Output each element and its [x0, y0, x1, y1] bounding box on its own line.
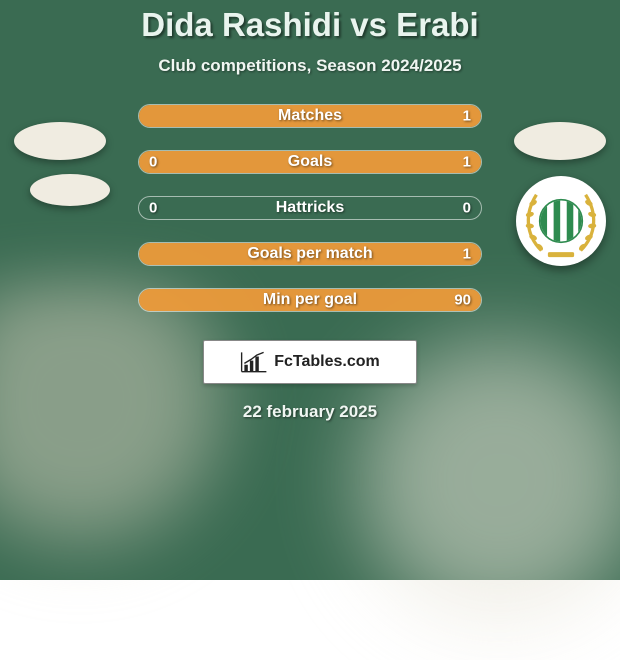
stat-label: Goals per match	[247, 245, 372, 263]
stat-row-min-per-goal: Min per goal 90	[138, 288, 482, 312]
stat-row-goals-per-match: Goals per match 1	[138, 242, 482, 266]
footer-date: 22 february 2025	[243, 402, 377, 422]
stat-label: Matches	[278, 107, 342, 125]
content-root: Dida Rashidi vs Erabi Club competitions,…	[0, 0, 620, 580]
stat-label: Min per goal	[263, 291, 357, 309]
stat-right-value: 1	[463, 108, 471, 125]
stat-label: Hattricks	[276, 199, 344, 217]
page-title: Dida Rashidi vs Erabi	[141, 6, 478, 44]
stat-right-value: 0	[463, 200, 471, 217]
stat-label: Goals	[288, 153, 332, 171]
brand-text: FcTables.com	[274, 353, 380, 371]
stat-left-value: 0	[149, 154, 157, 171]
stat-right-value: 1	[463, 246, 471, 263]
stat-right-value: 90	[454, 292, 471, 309]
subtitle: Club competitions, Season 2024/2025	[158, 56, 461, 76]
stat-left-value: 0	[149, 200, 157, 217]
stats-area: Matches 1 0 Goals 1 0 Hattricks 0 Goals …	[0, 104, 620, 312]
stat-right-value: 1	[463, 154, 471, 171]
stat-row-matches: Matches 1	[138, 104, 482, 128]
stat-row-hattricks: 0 Hattricks 0	[138, 196, 482, 220]
stat-row-goals: 0 Goals 1	[138, 150, 482, 174]
brand-chart-icon	[240, 351, 268, 373]
brand-box[interactable]: FcTables.com	[203, 340, 417, 384]
